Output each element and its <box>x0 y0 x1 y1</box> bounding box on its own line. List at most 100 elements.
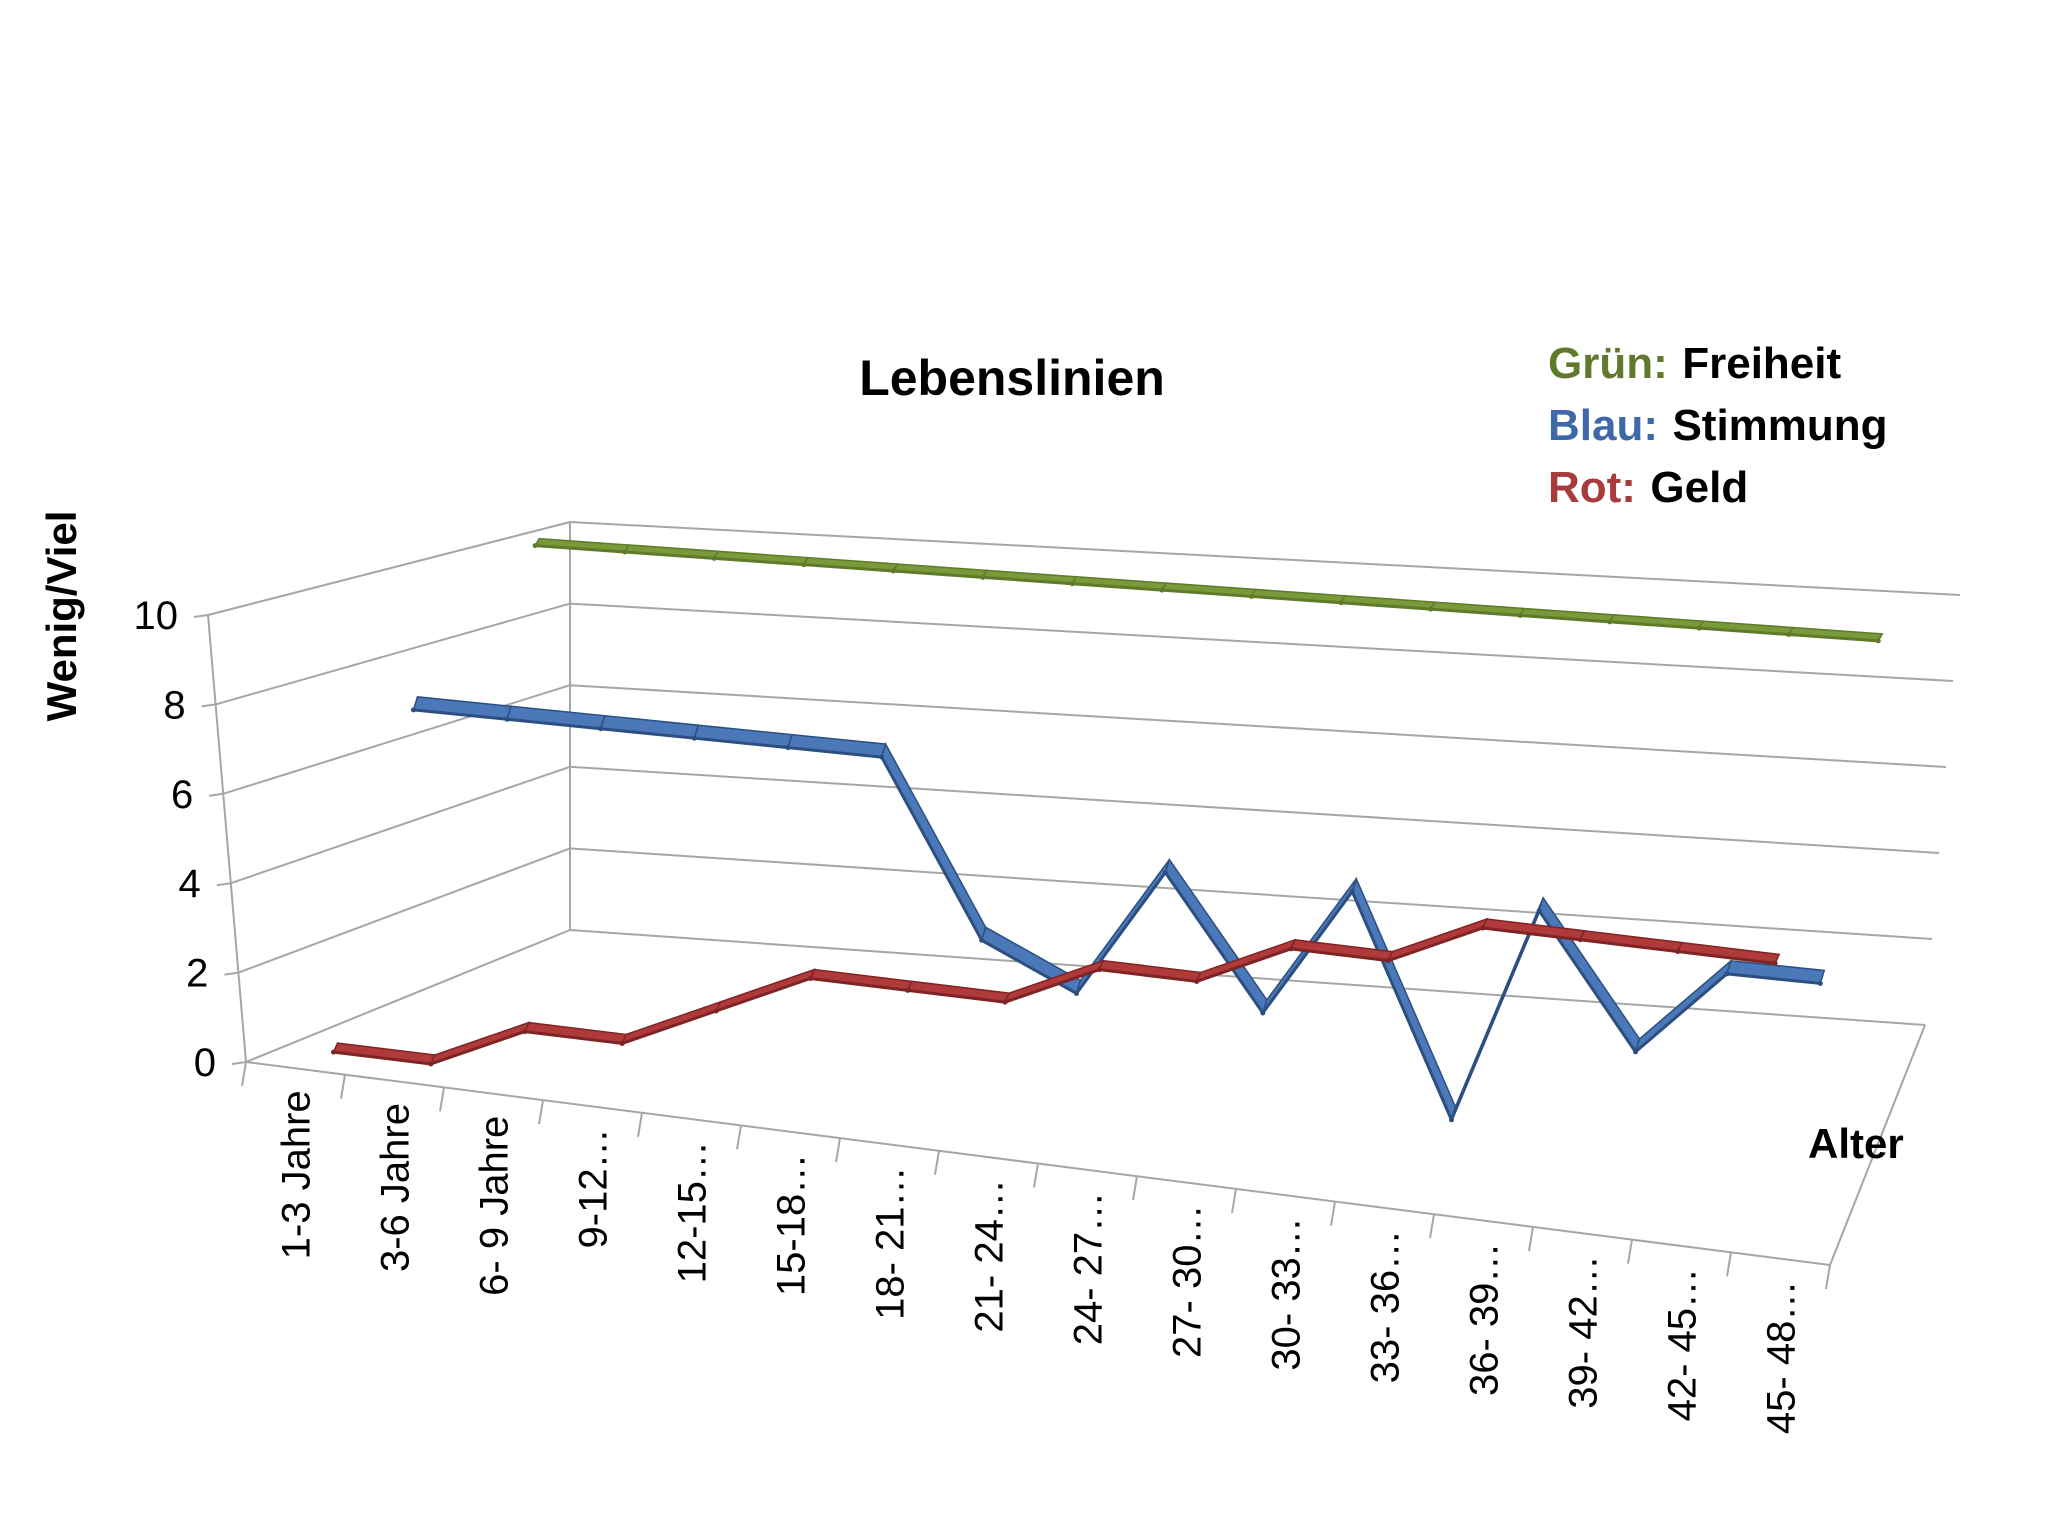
data-point <box>1724 971 1730 977</box>
side-gridline <box>245 929 571 1063</box>
data-point <box>801 562 807 568</box>
x-tick-label: 9-12… <box>572 1128 616 1248</box>
y-tick-mark <box>201 703 216 708</box>
legend-value-green: Freiheit <box>1682 339 1841 388</box>
x-tick-mark <box>538 1099 544 1125</box>
x-tick-mark <box>1825 1264 1831 1290</box>
x-tick-label: 15-18… <box>770 1154 814 1296</box>
data-point <box>890 568 896 574</box>
chart-frame <box>193 522 1926 1290</box>
y-tick-label: 2 <box>186 952 208 996</box>
data-point <box>1096 967 1102 973</box>
series-layer <box>331 537 1884 1123</box>
back-gridline <box>569 847 1933 940</box>
x-tick-label: 39- 42… <box>1562 1255 1606 1408</box>
x-tick-label: 42- 45… <box>1661 1268 1705 1421</box>
y-axis-title: Wenig/Viel <box>38 511 85 722</box>
side-gridline <box>222 684 571 795</box>
data-point <box>1577 937 1583 943</box>
data-point <box>1786 632 1792 638</box>
back-gridline <box>569 602 1954 682</box>
side-gridline <box>207 521 571 616</box>
x-tick-label: 18- 21… <box>869 1166 913 1319</box>
legend-entry-green: Grün: Freiheit <box>1548 339 1841 388</box>
y-tick-labels: 0 2 4 6 8 10 <box>134 594 217 1085</box>
x-tick-mark <box>1033 1163 1039 1188</box>
series-red <box>331 917 1781 1067</box>
x-tick-mark <box>1429 1214 1435 1239</box>
side-gridline <box>215 602 571 706</box>
data-point <box>711 555 717 561</box>
series-blue <box>410 696 1826 1123</box>
data-point <box>980 574 986 580</box>
legend-key-green: Grün: <box>1548 339 1668 388</box>
data-point <box>1349 889 1355 895</box>
series-segment <box>1538 896 1641 1054</box>
back-gridline <box>569 521 1961 596</box>
data-point <box>1675 949 1681 955</box>
data-point <box>1002 999 1008 1005</box>
data-point <box>1338 600 1344 606</box>
data-point <box>619 1040 625 1046</box>
y-tick-label: 10 <box>134 594 179 638</box>
x-tick-label: 33- 36… <box>1364 1230 1408 1383</box>
x-tick-mark <box>1231 1188 1237 1214</box>
floor-right-edge <box>1829 1024 1926 1266</box>
side-gridline <box>230 765 571 885</box>
series-segment <box>880 742 987 943</box>
gridlines <box>207 521 1961 1063</box>
x-tick-mark <box>1726 1252 1732 1277</box>
legend-value-blue: Stimmung <box>1672 401 1887 450</box>
back-gridline <box>569 765 1940 854</box>
x-tick-mark <box>637 1112 643 1137</box>
x-tick-mark <box>1132 1176 1138 1201</box>
series-line <box>413 708 1821 1122</box>
data-point <box>691 735 697 741</box>
x-tick-label: 45- 48… <box>1760 1281 1804 1434</box>
y-tick-label: 4 <box>179 862 201 906</box>
data-point <box>1385 958 1391 964</box>
x-tick-mark <box>439 1087 445 1112</box>
data-point <box>1073 990 1079 996</box>
legend-key-blue: Blau: <box>1548 401 1658 450</box>
x-tick-mark <box>736 1125 742 1150</box>
data-point <box>713 1008 719 1014</box>
y-tick-label: 0 <box>194 1041 216 1085</box>
x-tick-mark <box>1627 1239 1633 1264</box>
data-point <box>1448 1117 1454 1123</box>
data-point <box>622 549 628 555</box>
side-gridline <box>238 847 571 974</box>
data-point <box>1162 870 1168 876</box>
data-point <box>1248 593 1254 599</box>
y-tick-mark <box>193 614 209 618</box>
x-tick-label: 21- 24… <box>968 1179 1012 1332</box>
series-segment <box>1164 857 1268 1015</box>
y-tick-mark <box>209 792 224 797</box>
data-point <box>1607 619 1613 625</box>
data-point <box>410 707 416 713</box>
x-tick-label: 3-6 Jahre <box>374 1103 418 1272</box>
data-point <box>1696 625 1702 631</box>
legend-entry-red: Rot: Geld <box>1548 463 1748 512</box>
y-axis-line <box>207 614 247 1063</box>
data-point <box>1817 980 1823 986</box>
data-point <box>331 1049 337 1055</box>
data-point <box>1480 925 1486 931</box>
data-point <box>598 726 604 732</box>
data-point <box>979 937 985 943</box>
data-point <box>1159 587 1165 593</box>
x-tick-label: 27- 30… <box>1166 1205 1210 1358</box>
data-point <box>428 1061 434 1067</box>
data-point <box>1536 908 1542 914</box>
x-tick-mark <box>1528 1226 1534 1252</box>
series-line <box>535 544 1879 643</box>
data-point <box>879 754 885 760</box>
x-tick-label: 36- 39… <box>1463 1243 1507 1396</box>
series-segment <box>1351 876 1457 1123</box>
x-tick-label: 1-3 Jahre <box>275 1090 319 1259</box>
data-point <box>1517 612 1523 618</box>
y-tick-label: 8 <box>163 683 185 727</box>
x-tick-mark <box>934 1150 940 1175</box>
data-point <box>1069 581 1075 587</box>
series-green <box>532 537 1884 644</box>
